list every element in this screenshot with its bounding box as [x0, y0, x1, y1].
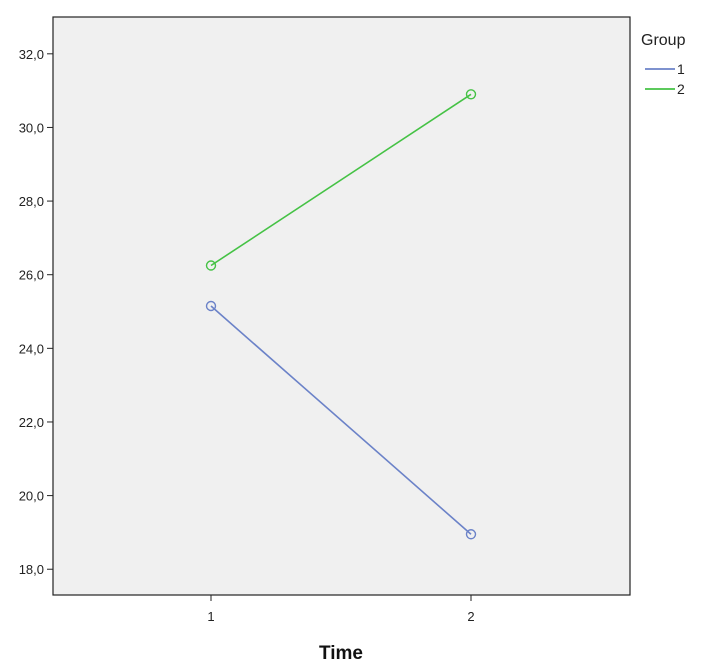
legend: Group 1 2: [641, 32, 686, 97]
legend-label-1: 1: [677, 61, 685, 77]
series-2-line: [210, 93, 472, 267]
series-layer: [205, 89, 477, 540]
y-tick-label: 22,0: [19, 415, 44, 430]
series-2-point: [205, 260, 217, 271]
plot-area: [52, 16, 631, 596]
y-axis: 18,0 20,0 22,0 24,0 26,0 28,0 30,0 32,0: [19, 47, 53, 577]
y-tick-label: 18,0: [19, 562, 44, 577]
series-1-point: [465, 529, 477, 540]
y-tick-label: 24,0: [19, 341, 44, 356]
x-tick-label: 1: [207, 609, 214, 624]
legend-label-2: 2: [677, 81, 685, 97]
y-tick-label: 32,0: [19, 47, 44, 62]
x-axis-title: Time: [319, 643, 363, 664]
y-tick-label: 30,0: [19, 120, 44, 135]
series-2-point: [465, 89, 477, 100]
y-tick-label: 28,0: [19, 194, 44, 209]
x-tick-label: 2: [467, 609, 474, 624]
series-1-point: [205, 300, 217, 312]
legend-title: Group: [641, 32, 686, 49]
y-tick-label: 20,0: [19, 489, 44, 504]
y-tick-label: 26,0: [19, 268, 44, 283]
series-1-line: [210, 305, 472, 535]
